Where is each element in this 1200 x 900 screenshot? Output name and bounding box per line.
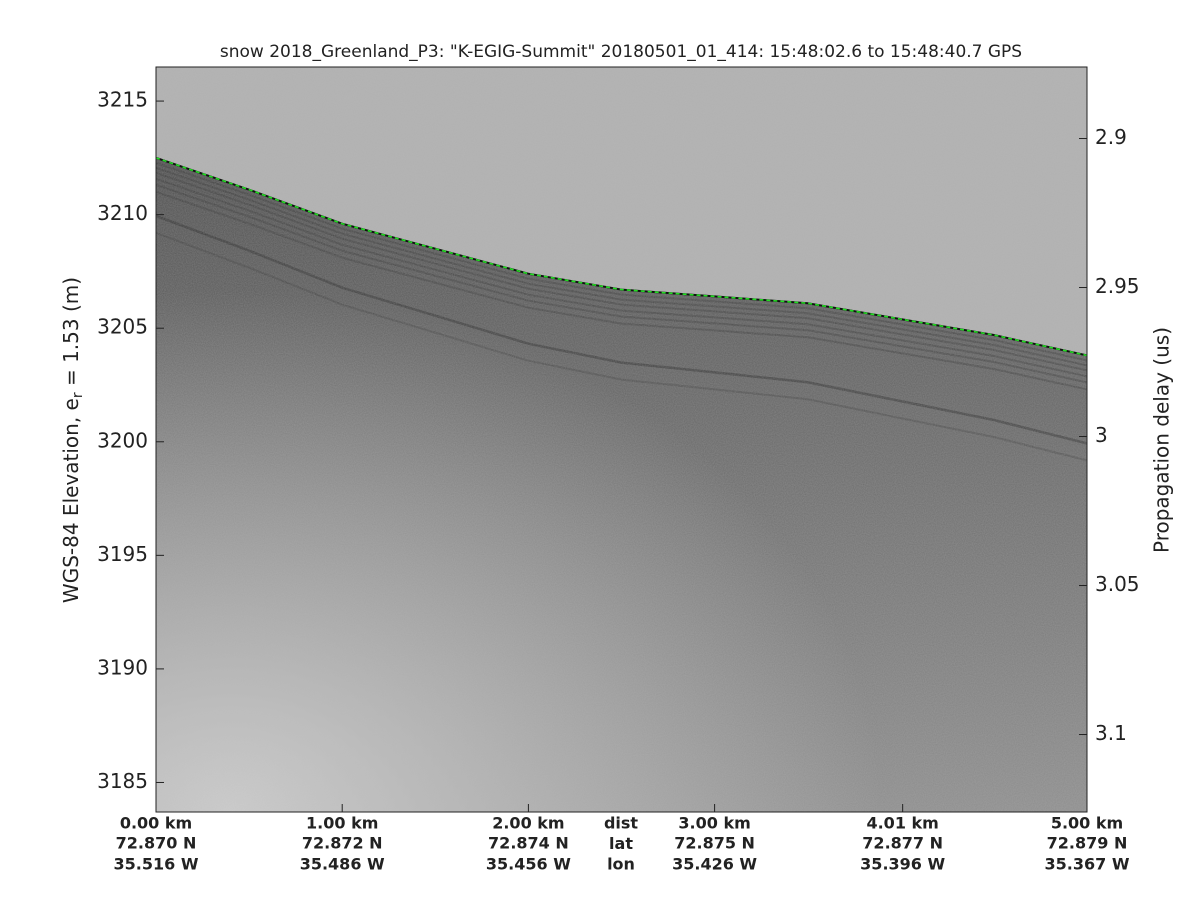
lat-label: 72.877 N: [862, 834, 943, 853]
lat-label: 72.875 N: [674, 834, 755, 853]
chart-title: snow 2018_Greenland_P3: "K-EGIG-Summit" …: [220, 42, 1022, 62]
x-tick-label: 5.00 km: [1051, 814, 1123, 833]
x-tick-label: 3.00 km: [678, 814, 750, 833]
x-tick-label: 4.01 km: [866, 814, 938, 833]
lon-label: 35.486 W: [300, 855, 385, 874]
y2-axis-label: Propagation delay (us): [1150, 327, 1174, 553]
y2-tick-label: 3: [1095, 423, 1108, 447]
lon-label: 35.367 W: [1045, 855, 1130, 874]
lat-label: 72.872 N: [302, 834, 383, 853]
y2-tick-label: 3.1: [1095, 721, 1127, 745]
y2-tick-label: 2.95: [1095, 274, 1140, 298]
echogram-image: [156, 67, 1087, 812]
x-tick-label: 2.00 km: [492, 814, 564, 833]
lon-label: 35.516 W: [114, 855, 199, 874]
lon-label: 35.426 W: [672, 855, 757, 874]
y-axis-label: WGS-84 Elevation, er = 1.53 (m): [59, 277, 87, 603]
row-name: lon: [607, 855, 635, 874]
lon-label: 35.396 W: [860, 855, 945, 874]
y-tick-label: 3205: [97, 315, 148, 339]
lat-label: 72.879 N: [1047, 834, 1128, 853]
row-name: dist: [604, 814, 638, 833]
x-tick-label: 0.00 km: [120, 814, 192, 833]
x-tick-label: 1.00 km: [306, 814, 378, 833]
speckle: [156, 67, 1087, 812]
lon-label: 35.456 W: [486, 855, 571, 874]
y-tick-label: 3200: [97, 428, 148, 452]
lat-label: 72.874 N: [488, 834, 569, 853]
lat-label: 72.870 N: [116, 834, 197, 853]
y-tick-label: 3185: [97, 769, 148, 793]
y-tick-label: 3190: [97, 655, 148, 679]
y2-tick-label: 3.05: [1095, 572, 1140, 596]
y2-tick-label: 2.9: [1095, 125, 1127, 149]
y-tick-label: 3210: [97, 201, 148, 225]
row-name: lat: [609, 834, 633, 853]
plot-frame: [155, 66, 1088, 813]
surface-line: [156, 157, 1087, 357]
y-tick-label: 3215: [97, 88, 148, 112]
y-tick-label: 3195: [97, 542, 148, 566]
